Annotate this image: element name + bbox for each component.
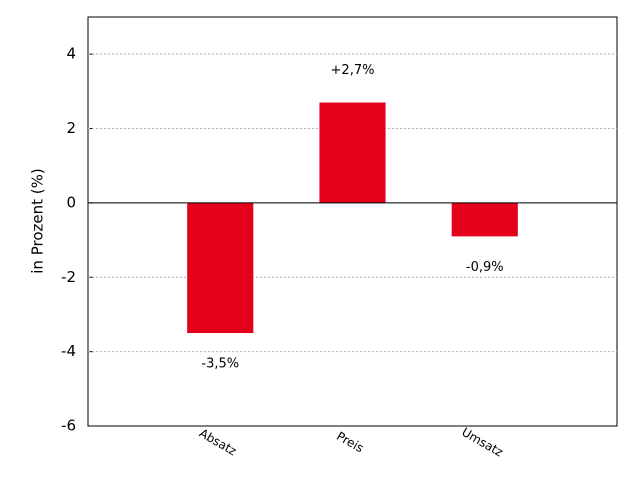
value-label: +2,7% [331, 63, 375, 78]
y-tick-label: 4 [66, 45, 76, 63]
x-tick-label: Umsatz [459, 425, 505, 460]
value-label: -0,9% [466, 260, 504, 275]
y-tick-label: -6 [61, 417, 76, 435]
bar [319, 102, 386, 203]
value-label: -3,5% [201, 357, 239, 372]
x-tick-label: Absatz [197, 426, 239, 458]
y-tick-label: -2 [61, 268, 76, 286]
x-tick-label: Preis [334, 429, 366, 455]
y-axis-label: in Prozent (%) [29, 168, 47, 273]
bar [187, 202, 254, 334]
y-tick-label: 0 [66, 193, 76, 211]
y-tick-label: 2 [66, 119, 76, 137]
plot-frame [87, 16, 618, 427]
bar [451, 202, 518, 237]
y-tick-label: -4 [61, 342, 76, 360]
